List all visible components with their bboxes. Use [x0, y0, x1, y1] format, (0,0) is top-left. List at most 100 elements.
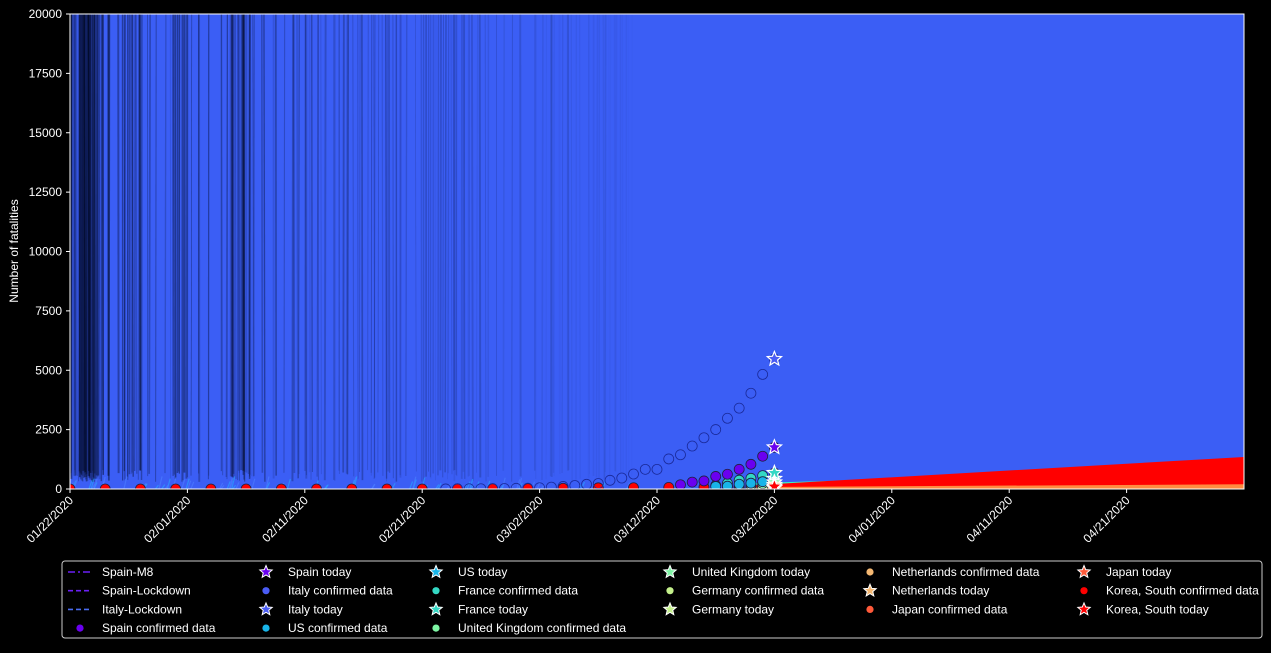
model-trajectory — [82, 14, 83, 482]
legend-marker — [866, 606, 873, 613]
legend-label: France today — [458, 602, 528, 616]
y-tick-label: 20000 — [29, 7, 63, 21]
legend-marker — [666, 587, 673, 594]
legend-label: Korea, South today — [1106, 602, 1209, 616]
model-trajectory — [165, 14, 166, 473]
data-point — [699, 476, 709, 486]
data-point — [711, 481, 721, 491]
y-tick-label: 5000 — [35, 363, 62, 377]
legend-marker — [76, 625, 83, 632]
y-tick-label: 0 — [55, 482, 62, 496]
legend-label: Italy today — [288, 602, 343, 616]
data-point — [593, 483, 603, 493]
model-trajectory — [554, 14, 555, 476]
model-trajectory — [156, 14, 157, 482]
legend-label: Netherlands today — [892, 584, 989, 598]
model-trajectory — [472, 14, 473, 481]
legend-label: Japan confirmed data — [892, 602, 1008, 616]
model-trajectory — [382, 14, 383, 476]
x-tick-label: 02/11/2020 — [259, 493, 311, 545]
y-tick-label: 7500 — [35, 304, 62, 318]
model-trajectory — [622, 14, 623, 474]
x-tick-label: 04/21/2020 — [1080, 493, 1133, 546]
model-trajectory — [346, 14, 347, 474]
data-point — [734, 479, 744, 489]
x-tick-label: 04/11/2020 — [964, 493, 1016, 545]
x-tick-label: 03/02/2020 — [493, 493, 546, 546]
model-trajectory — [138, 14, 139, 480]
x-tick-label: 01/22/2020 — [24, 493, 77, 546]
data-point — [687, 477, 697, 487]
model-trajectory — [96, 14, 97, 479]
model-trajectory — [438, 14, 439, 475]
legend-marker — [1080, 587, 1087, 594]
y-tick-label: 15000 — [29, 126, 63, 140]
model-trajectory — [136, 14, 137, 474]
legend-marker — [866, 568, 873, 575]
model-trajectory — [553, 14, 554, 473]
model-trajectory — [235, 14, 236, 479]
plot-area — [65, 14, 1244, 494]
data-point — [746, 478, 756, 488]
legend-label: Japan today — [1106, 565, 1171, 579]
model-trajectory — [628, 14, 629, 476]
model-trajectory — [317, 14, 318, 477]
model-trajectory — [343, 14, 344, 473]
data-point — [722, 481, 732, 491]
legend-marker — [262, 625, 269, 632]
legend-label: Spain confirmed data — [102, 621, 216, 635]
model-trajectory — [616, 14, 617, 472]
model-trajectory — [292, 14, 293, 481]
data-point — [746, 459, 756, 469]
model-trajectory — [74, 14, 75, 473]
legend-label: Italy confirmed data — [288, 584, 393, 598]
model-trajectory — [580, 14, 581, 479]
legend-marker — [432, 587, 439, 594]
model-trajectory — [262, 14, 263, 473]
data-point — [675, 480, 685, 490]
model-trajectory — [597, 14, 598, 477]
legend: Spain-M8Spain-LockdownItaly-LockdownSpai… — [62, 561, 1262, 638]
x-tick-label: 02/01/2020 — [141, 493, 194, 546]
model-trajectory — [284, 14, 285, 473]
model-trajectory — [294, 14, 295, 473]
model-trajectory — [464, 14, 465, 479]
x-tick-label: 03/12/2020 — [611, 493, 664, 546]
legend-marker — [432, 625, 439, 632]
model-trajectory — [445, 14, 446, 472]
model-trajectory — [93, 14, 94, 477]
model-trajectory — [386, 14, 387, 479]
legend-label: France confirmed data — [458, 584, 578, 598]
model-trajectory — [371, 14, 372, 473]
legend-label: Korea, South confirmed data — [1106, 584, 1259, 598]
data-point — [629, 483, 639, 493]
model-trajectory — [297, 14, 298, 478]
y-tick-label: 12500 — [29, 185, 63, 199]
data-point — [722, 469, 732, 479]
legend-label: Spain today — [288, 565, 351, 579]
legend-label: US today — [458, 565, 507, 579]
model-trajectory — [362, 14, 363, 480]
data-point — [758, 451, 768, 461]
model-trajectory — [101, 14, 102, 481]
model-trajectory — [568, 14, 569, 470]
legend-label: Spain-M8 — [102, 565, 154, 579]
y-tick-label: 2500 — [35, 423, 62, 437]
data-point — [558, 483, 568, 493]
legend-label: United Kingdom confirmed data — [458, 621, 626, 635]
data-point — [711, 471, 721, 481]
model-trajectory — [78, 14, 79, 476]
model-trajectory — [480, 14, 481, 478]
model-trajectory — [321, 14, 322, 474]
model-trajectory — [440, 14, 441, 470]
legend-label: US confirmed data — [288, 621, 388, 635]
model-trajectory — [536, 14, 537, 479]
legend-label: Italy-Lockdown — [102, 602, 182, 616]
legend-label: Germany confirmed data — [692, 584, 824, 598]
model-trajectory — [503, 14, 504, 471]
y-tick-label: 10000 — [29, 245, 63, 259]
